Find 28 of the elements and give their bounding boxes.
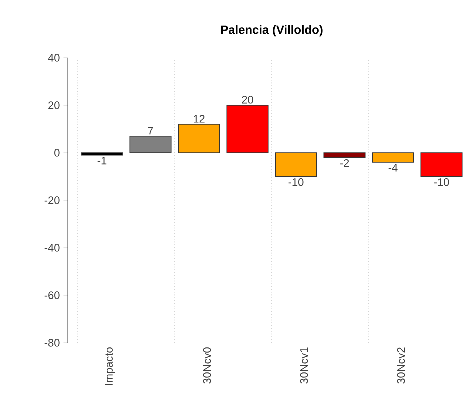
y-tick-label: -80: [44, 339, 60, 347]
y-tick-label: -60: [44, 292, 60, 300]
x-tick-label: Impacto: [105, 348, 116, 386]
y-tick-label: -40: [44, 244, 60, 252]
bar: [130, 136, 172, 154]
x-tick-label: 30Ncv1: [300, 348, 308, 384]
bar: [275, 152, 318, 178]
data-label: -2: [340, 159, 350, 168]
data-label: -10: [434, 178, 450, 186]
x-tick-label: 30Ncv0: [203, 348, 212, 384]
bar: [372, 152, 414, 163]
x-tick-label: 30Ncv2: [397, 348, 406, 384]
data-label: 12: [194, 115, 205, 123]
bar: [226, 105, 269, 154]
chart-title: Palencia (Villoldo): [221, 25, 323, 37]
bar: [324, 152, 366, 158]
data-label: -1: [98, 157, 107, 165]
y-tick-label: -20: [44, 196, 60, 204]
bar: [81, 152, 124, 156]
data-label: 7: [148, 127, 154, 135]
bar: [420, 152, 463, 178]
y-tick-label: 20: [48, 102, 60, 110]
bar: [178, 124, 220, 154]
data-label: 20: [242, 96, 254, 104]
y-tick-label: 40: [48, 54, 60, 62]
data-label: -10: [288, 178, 304, 186]
data-label: -4: [388, 164, 398, 172]
y-tick-label: 0: [54, 149, 60, 157]
